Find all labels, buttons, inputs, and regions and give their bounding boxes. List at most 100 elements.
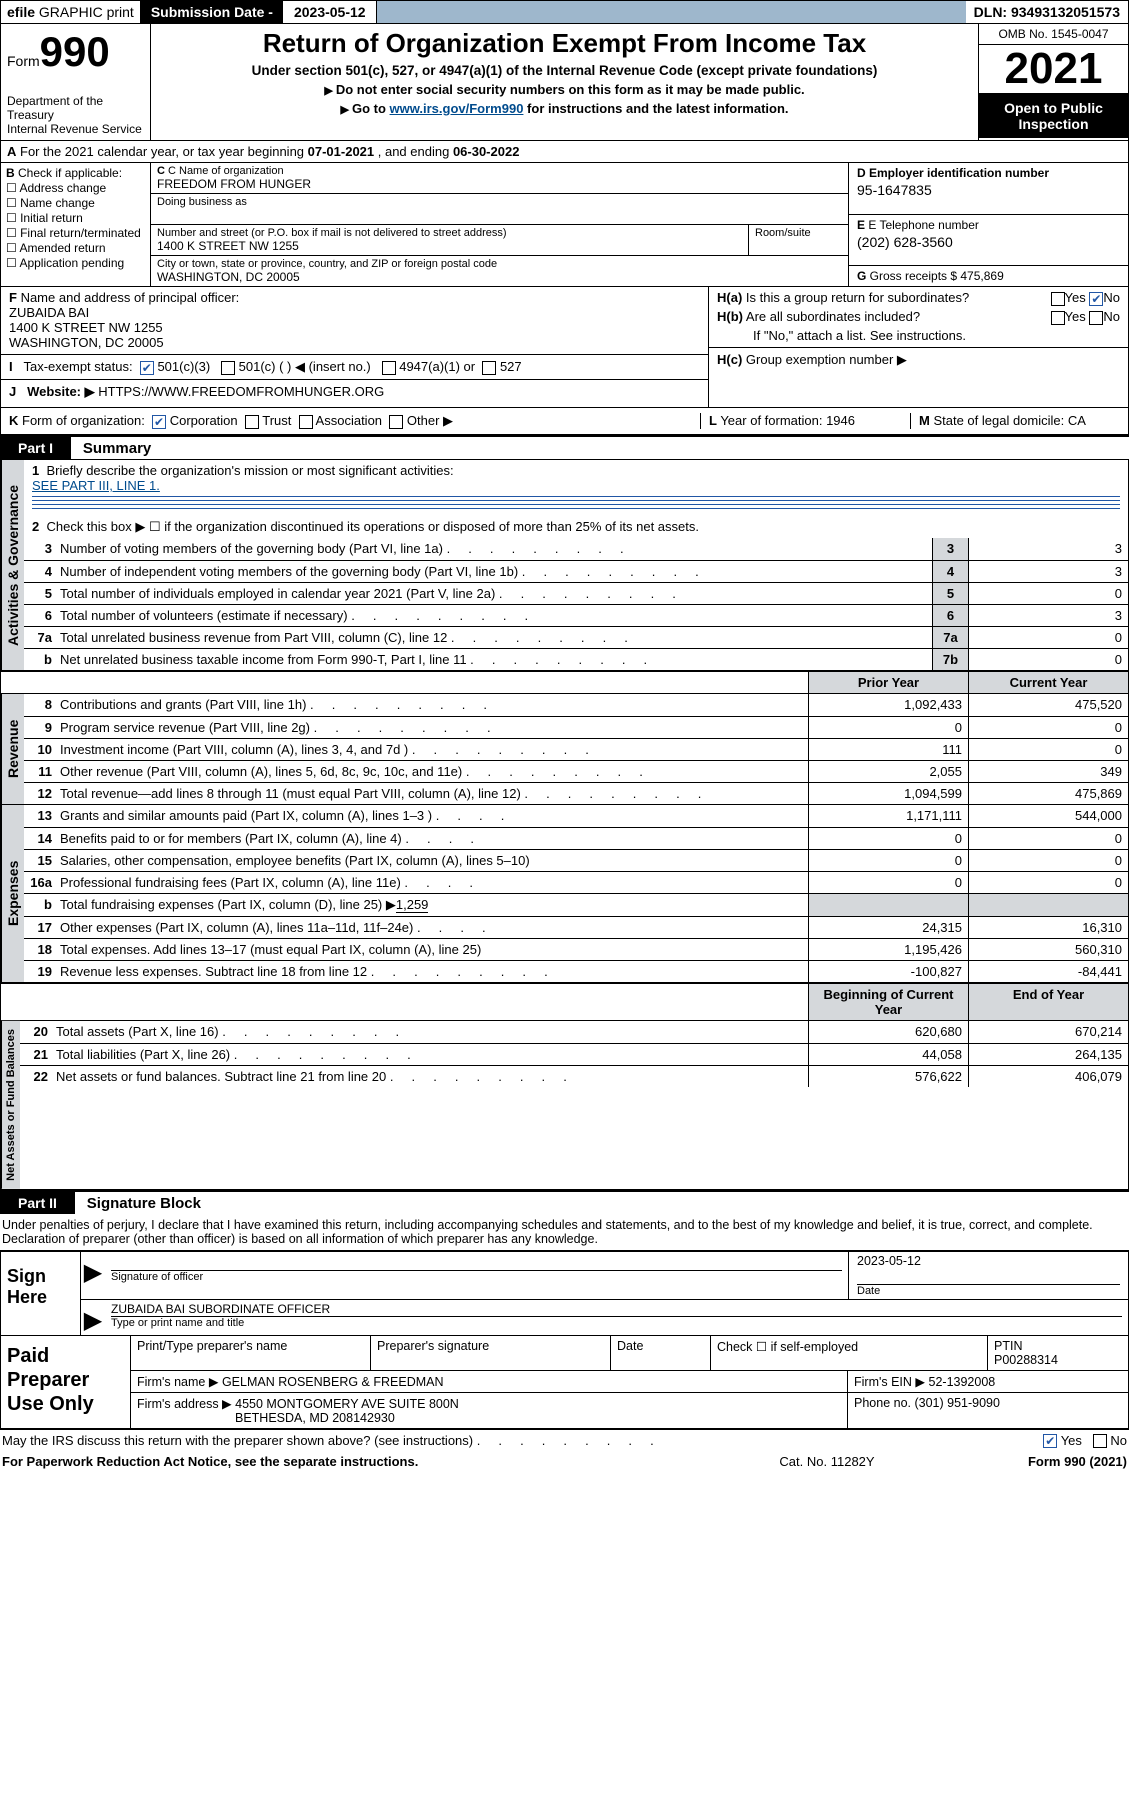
current-year-value: 475,520 bbox=[968, 694, 1128, 716]
cat-no: Cat. No. 11282Y bbox=[727, 1454, 927, 1469]
line-text: Total unrelated business revenue from Pa… bbox=[58, 627, 932, 648]
chk-corporation[interactable] bbox=[152, 415, 166, 429]
line-text: Grants and similar amounts paid (Part IX… bbox=[58, 805, 808, 827]
gross-receipts-value: 475,869 bbox=[960, 269, 1003, 283]
hb-yes[interactable] bbox=[1051, 311, 1065, 325]
room-suite: Room/suite bbox=[748, 225, 848, 255]
chk-4947[interactable] bbox=[382, 361, 396, 375]
chk-trust[interactable] bbox=[245, 415, 259, 429]
section-a-taxyear: A For the 2021 calendar year, or tax yea… bbox=[0, 141, 1129, 163]
l2-text: Check this box ▶ ☐ if the organization d… bbox=[46, 519, 699, 534]
irs-link[interactable]: www.irs.gov/Form990 bbox=[390, 101, 524, 116]
line-num: 18 bbox=[24, 939, 58, 960]
footer-discuss: May the IRS discuss this return with the… bbox=[0, 1429, 1129, 1452]
omb-number: OMB No. 1545-0047 bbox=[979, 24, 1128, 45]
line-num: 19 bbox=[24, 961, 58, 982]
firm-addr-label: Firm's address ▶ bbox=[137, 1397, 235, 1411]
line-num: 5 bbox=[24, 583, 58, 604]
col-begin-year: Beginning of Current Year bbox=[808, 984, 968, 1020]
chk-501c[interactable] bbox=[221, 361, 235, 375]
current-year-value: 0 bbox=[968, 828, 1128, 849]
line-text: Other revenue (Part VIII, column (A), li… bbox=[58, 761, 808, 782]
current-year-value: 264,135 bbox=[968, 1044, 1128, 1065]
form-org-label: Form of organization: bbox=[18, 413, 144, 428]
officer-addr2: WASHINGTON, DC 20005 bbox=[9, 335, 700, 350]
phone-value: (202) 628-3560 bbox=[857, 234, 1120, 250]
hb-no[interactable] bbox=[1089, 311, 1103, 325]
line-box: 5 bbox=[932, 583, 968, 604]
line-num: 10 bbox=[24, 739, 58, 760]
prior-year-value: 24,315 bbox=[808, 917, 968, 938]
sig-date: 2023-05-12 bbox=[857, 1254, 921, 1268]
line-text: Total assets (Part X, line 16) bbox=[54, 1021, 808, 1043]
discuss-no[interactable] bbox=[1093, 1434, 1107, 1448]
line-num: 20 bbox=[20, 1021, 54, 1043]
ha-no[interactable] bbox=[1089, 292, 1103, 306]
ein-label: D Employer identification number bbox=[857, 166, 1049, 180]
current-year-value: 0 bbox=[968, 739, 1128, 760]
prior-year-value: 1,092,433 bbox=[808, 694, 968, 716]
efile-graphic-print: efile GRAPHIC print bbox=[1, 1, 141, 23]
chk-amended-return[interactable]: Amended return bbox=[6, 241, 145, 255]
col-c: C C Name of organization FREEDOM FROM HU… bbox=[151, 163, 848, 286]
chk-final-return[interactable]: Final return/terminated bbox=[6, 226, 145, 240]
line-text: Number of independent voting members of … bbox=[58, 561, 932, 582]
line-value: 0 bbox=[968, 583, 1128, 604]
firm-phone-label: Phone no. bbox=[854, 1396, 914, 1410]
street-value: 1400 K STREET NW 1255 bbox=[157, 239, 742, 253]
side-expenses: Expenses bbox=[1, 805, 24, 982]
chk-association[interactable] bbox=[299, 415, 313, 429]
gross-receipts-label: Gross receipts $ bbox=[866, 269, 960, 283]
line-box: 6 bbox=[932, 605, 968, 626]
firm-ein-label: Firm's EIN ▶ bbox=[854, 1375, 929, 1389]
line-num: 9 bbox=[24, 717, 58, 738]
line-num: 6 bbox=[24, 605, 58, 626]
line-text: Contributions and grants (Part VIII, lin… bbox=[58, 694, 808, 716]
footer-bottom: For Paperwork Reduction Act Notice, see … bbox=[0, 1451, 1129, 1472]
chk-other[interactable] bbox=[389, 415, 403, 429]
current-year-value: 349 bbox=[968, 761, 1128, 782]
chk-initial-return[interactable]: Initial return bbox=[6, 211, 145, 225]
caret-icon: ▶ bbox=[81, 1252, 105, 1299]
ha-yes[interactable] bbox=[1051, 292, 1065, 306]
line-text: Program service revenue (Part VIII, line… bbox=[58, 717, 808, 738]
form-title: Return of Organization Exempt From Incom… bbox=[159, 28, 970, 59]
city-value: WASHINGTON, DC 20005 bbox=[157, 270, 842, 284]
side-revenue: Revenue bbox=[1, 694, 24, 804]
h-note: If "No," attach a list. See instructions… bbox=[717, 328, 1120, 343]
current-year-value: -84,441 bbox=[968, 961, 1128, 982]
ein-value: 95-1647835 bbox=[857, 182, 1120, 198]
open-to-public: Open to Public Inspection bbox=[979, 94, 1128, 138]
line-text: Salaries, other compensation, employee b… bbox=[58, 850, 808, 871]
part1-body: Activities & Governance 1 Briefly descri… bbox=[0, 459, 1129, 1190]
sign-here-block: Sign Here ▶ Signature of officer 2023-05… bbox=[0, 1250, 1129, 1336]
line-text: Total revenue—add lines 8 through 11 (mu… bbox=[58, 783, 808, 804]
line-value: 0 bbox=[968, 649, 1128, 670]
chk-application-pending[interactable]: Application pending bbox=[6, 256, 145, 270]
line-box: 4 bbox=[932, 561, 968, 582]
line-num: 11 bbox=[24, 761, 58, 782]
chk-501c3[interactable] bbox=[140, 361, 154, 375]
discuss-yes[interactable] bbox=[1043, 1434, 1057, 1448]
chk-name-change[interactable]: Name change bbox=[6, 196, 145, 210]
line-text: Investment income (Part VIII, column (A)… bbox=[58, 739, 808, 760]
tax-year: 2021 bbox=[979, 45, 1128, 94]
chk-address-change[interactable]: Address change bbox=[6, 181, 145, 195]
line-value: 3 bbox=[968, 561, 1128, 582]
website-url[interactable]: HTTPS://WWW.FREEDOMFROMHUNGER.ORG bbox=[95, 384, 385, 399]
year-formation: L Year of formation: 1946 bbox=[700, 413, 910, 429]
col-prior-year: Prior Year bbox=[808, 672, 968, 693]
firm-addr: 4550 MONTGOMERY AVE SUITE 800N bbox=[235, 1397, 459, 1411]
line-num: b bbox=[24, 649, 58, 670]
ptin-value: P00288314 bbox=[994, 1353, 1058, 1367]
l1-value[interactable]: SEE PART III, LINE 1. bbox=[32, 478, 160, 493]
dln: DLN: 93493132051573 bbox=[966, 1, 1128, 23]
part2-declaration: Under penalties of perjury, I declare th… bbox=[0, 1214, 1129, 1250]
line-text: Total liabilities (Part X, line 26) bbox=[54, 1044, 808, 1065]
header-mid: Return of Organization Exempt From Incom… bbox=[151, 24, 978, 140]
line-text: Other expenses (Part IX, column (A), lin… bbox=[58, 917, 808, 938]
dba-label: Doing business as bbox=[157, 196, 842, 208]
tax-exempt-label: Tax-exempt status: bbox=[23, 359, 132, 374]
line-box: 7a bbox=[932, 627, 968, 648]
chk-527[interactable] bbox=[482, 361, 496, 375]
